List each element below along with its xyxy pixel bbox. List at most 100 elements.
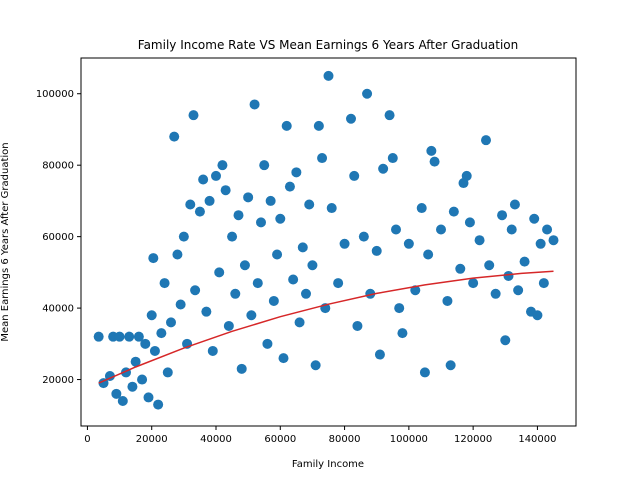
data-point <box>288 274 299 285</box>
data-point <box>349 170 360 181</box>
data-point <box>490 288 501 299</box>
data-point <box>148 253 159 264</box>
y-tick-label: 40000 <box>42 304 74 315</box>
data-point <box>464 217 475 228</box>
data-point <box>262 338 273 349</box>
data-point <box>117 395 128 406</box>
data-point <box>307 260 318 271</box>
y-tick-label: 20000 <box>42 375 74 386</box>
data-point <box>426 145 437 156</box>
data-point <box>419 367 430 378</box>
x-tick-label: 80000 <box>329 434 361 445</box>
data-point <box>358 231 369 242</box>
x-tick-label: 20000 <box>136 434 168 445</box>
data-point <box>352 320 363 331</box>
data-point <box>538 278 549 289</box>
data-point <box>188 110 199 121</box>
data-point <box>374 349 385 360</box>
data-point <box>194 206 205 217</box>
data-point <box>172 249 183 260</box>
data-point <box>236 363 247 374</box>
data-point <box>159 278 170 289</box>
axes: 0 20000 40000 60000 80000 100000 120000 140000 2… <box>36 57 577 445</box>
data-point <box>124 331 135 342</box>
data-point <box>230 288 241 299</box>
data-point <box>484 260 495 271</box>
data-point <box>461 170 472 181</box>
data-point <box>455 263 466 274</box>
data-point <box>519 256 530 267</box>
data-point <box>445 360 456 371</box>
data-point <box>387 153 398 164</box>
data-point <box>474 235 485 246</box>
data-point <box>233 210 244 221</box>
data-point <box>503 270 514 281</box>
data-point <box>162 367 173 378</box>
data-point <box>416 203 427 214</box>
data-point <box>211 170 221 181</box>
data-point <box>156 328 167 339</box>
data-point <box>198 174 209 185</box>
data-point <box>532 310 543 321</box>
data-point <box>323 70 334 81</box>
chart-title: Family Income Rate VS Mean Earnings 6 Ye… <box>138 38 518 52</box>
data-point <box>265 195 276 206</box>
data-point <box>127 381 138 392</box>
y-axis-label: Mean Earnings 6 Years After Graduation <box>0 142 11 341</box>
data-point <box>548 235 559 246</box>
data-point <box>339 238 350 249</box>
data-point <box>140 338 151 349</box>
data-point <box>513 285 524 296</box>
data-point <box>506 224 517 235</box>
x-axis-label: Family Income <box>292 459 364 470</box>
x-tick-label: 40000 <box>200 434 232 445</box>
data-point <box>529 213 540 224</box>
data-point <box>133 331 144 342</box>
data-point <box>143 392 154 403</box>
data-point <box>243 192 254 203</box>
x-tick-label: 60000 <box>264 434 296 445</box>
data-point <box>207 345 218 356</box>
data-point <box>146 310 157 321</box>
data-point <box>190 285 201 296</box>
data-point <box>346 113 356 124</box>
y-tick-label: 60000 <box>42 232 74 243</box>
x-tick-label: 120000 <box>454 434 492 445</box>
fit-line <box>98 270 554 384</box>
data-point <box>239 260 250 271</box>
data-point <box>448 206 459 217</box>
data-point <box>310 360 321 371</box>
x-tick-label: 140000 <box>518 434 556 445</box>
data-point <box>217 160 228 171</box>
data-point <box>281 120 292 131</box>
data-point <box>259 160 270 171</box>
data-point <box>391 224 401 235</box>
data-point <box>214 267 225 278</box>
plot-area <box>93 70 559 410</box>
data-point <box>114 331 125 342</box>
data-point <box>429 156 440 167</box>
data-point <box>326 203 337 214</box>
data-point <box>252 278 263 289</box>
data-point <box>500 335 511 346</box>
data-point <box>201 306 212 317</box>
data-point <box>442 295 453 306</box>
data-point <box>153 399 164 410</box>
x-tick-label: 0 <box>84 434 90 445</box>
data-point <box>291 167 302 178</box>
data-point <box>481 135 491 146</box>
data-point <box>384 110 395 121</box>
data-point <box>365 288 376 299</box>
data-point <box>423 249 434 260</box>
data-point <box>93 331 104 342</box>
y-tick-label: 80000 <box>42 161 74 172</box>
data-point <box>436 224 446 235</box>
data-point <box>542 224 553 235</box>
data-point <box>246 310 257 321</box>
data-point <box>256 217 266 228</box>
data-point <box>397 328 408 339</box>
data-point <box>220 185 231 196</box>
data-point <box>278 353 289 364</box>
